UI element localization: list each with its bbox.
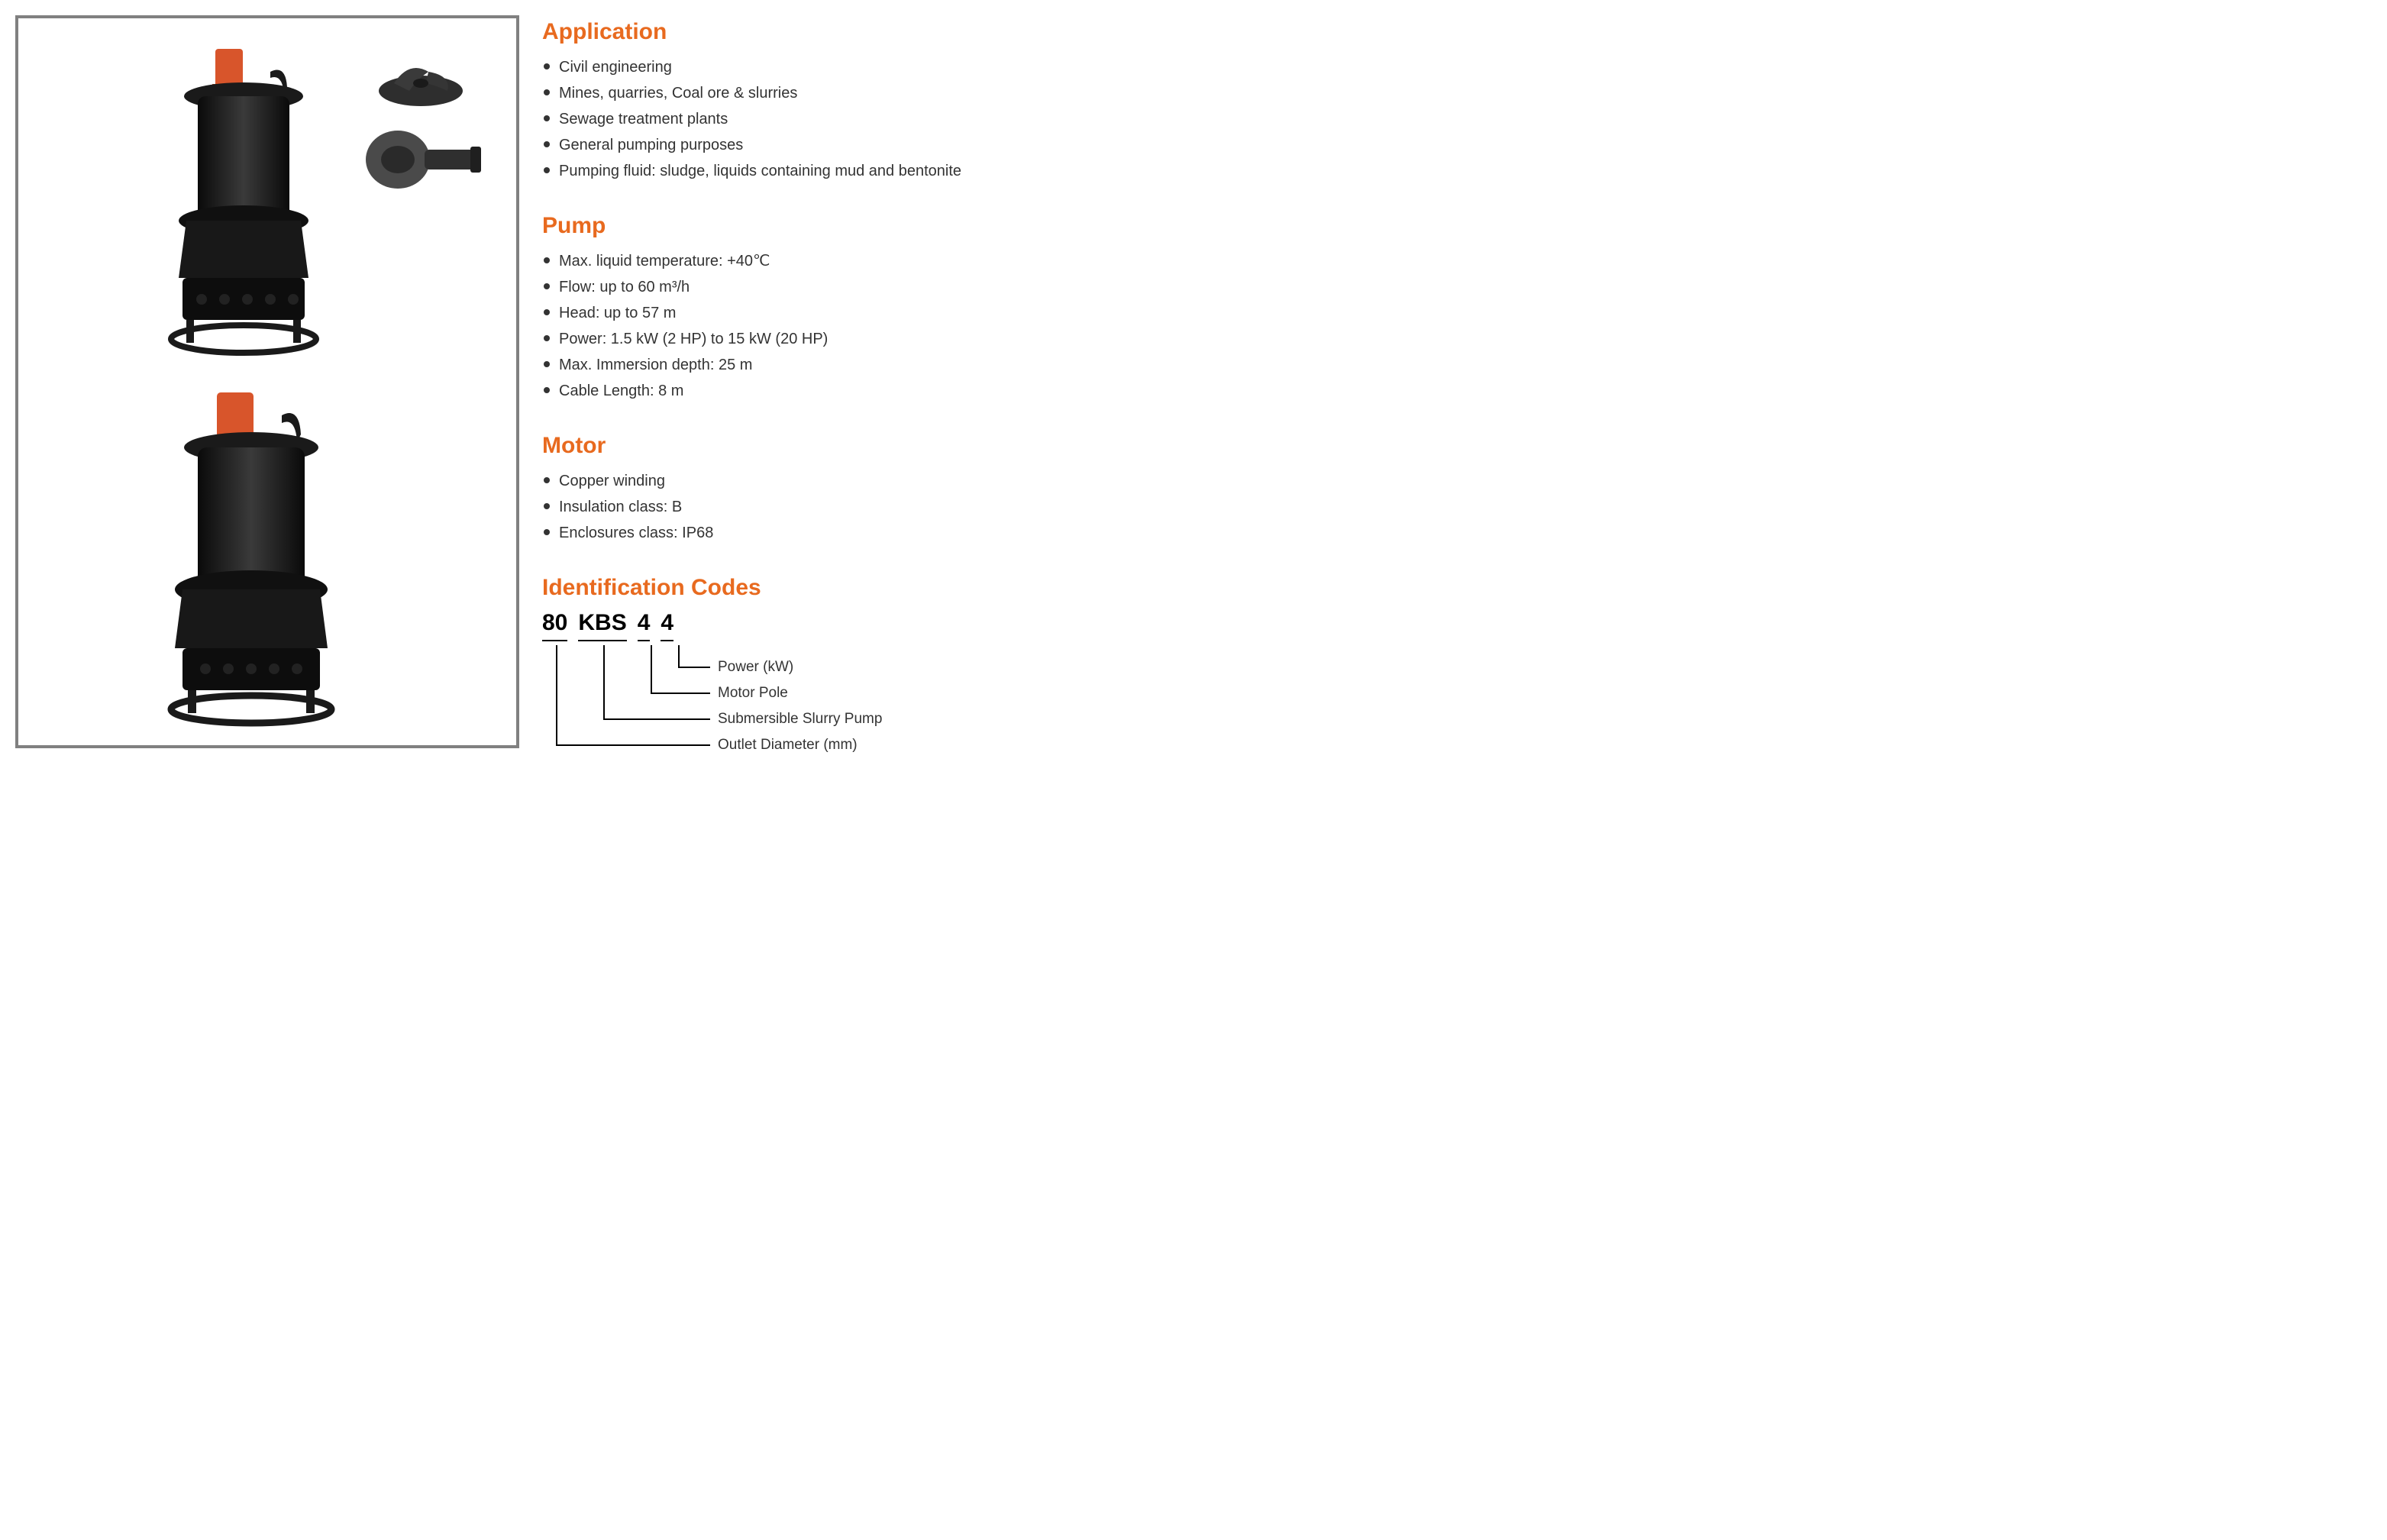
id-codes-block: 80 KBS 4 4 Power (kW) Motor Pole Submer xyxy=(542,610,1130,767)
application-item: General pumping purposes xyxy=(542,132,1130,158)
id-seg-outlet: 80 xyxy=(542,610,567,639)
idcodes-heading: Identification Codes xyxy=(542,575,1130,601)
id-label-outlet: Outlet Diameter (mm) xyxy=(718,737,858,754)
pump-list: Max. liquid temperature: +40℃ Flow: up t… xyxy=(542,248,1130,404)
id-code-row: 80 KBS 4 4 xyxy=(542,610,1130,639)
application-item: Civil engineering xyxy=(542,54,1130,80)
pump-item: Head: up to 57 m xyxy=(542,300,1130,326)
application-list: Civil engineering Mines, quarries, Coal … xyxy=(542,54,1130,184)
motor-list: Copper winding Insulation class: B Enclo… xyxy=(542,468,1130,546)
application-heading: Application xyxy=(542,19,1130,45)
pump-image-bottom xyxy=(156,392,347,728)
application-item: Mines, quarries, Coal ore & slurries xyxy=(542,80,1130,106)
motor-heading: Motor xyxy=(542,433,1130,459)
pump-item: Max. liquid temperature: +40℃ xyxy=(542,248,1130,274)
motor-item: Copper winding xyxy=(542,468,1130,494)
id-seg-series: KBS xyxy=(578,610,626,639)
application-item: Sewage treatment plants xyxy=(542,106,1130,132)
motor-item: Insulation class: B xyxy=(542,494,1130,520)
pump-item: Cable Length: 8 m xyxy=(542,378,1130,404)
impeller-image xyxy=(371,49,470,110)
pump-image-top xyxy=(156,49,331,370)
id-label-series: Submersible Slurry Pump xyxy=(718,711,882,728)
id-label-pole: Motor Pole xyxy=(718,685,788,702)
pump-item: Flow: up to 60 m³/h xyxy=(542,274,1130,300)
info-panel: Application Civil engineering Mines, qua… xyxy=(542,15,1130,767)
pump-item: Power: 1.5 kW (2 HP) to 15 kW (20 HP) xyxy=(542,326,1130,352)
pump-heading: Pump xyxy=(542,213,1130,239)
product-image-panel xyxy=(15,15,519,748)
id-diagram: Power (kW) Motor Pole Submersible Slurry… xyxy=(542,645,1130,767)
id-seg-power: 4 xyxy=(661,610,673,639)
id-label-power: Power (kW) xyxy=(718,659,793,676)
motor-item: Enclosures class: IP68 xyxy=(542,520,1130,546)
id-seg-pole: 4 xyxy=(638,610,651,639)
spec-sheet: Application Civil engineering Mines, qua… xyxy=(15,15,1130,767)
application-item: Pumping fluid: sludge, liquids containin… xyxy=(542,158,1130,184)
pump-item: Max. Immersion depth: 25 m xyxy=(542,352,1130,378)
volute-image xyxy=(363,125,486,194)
